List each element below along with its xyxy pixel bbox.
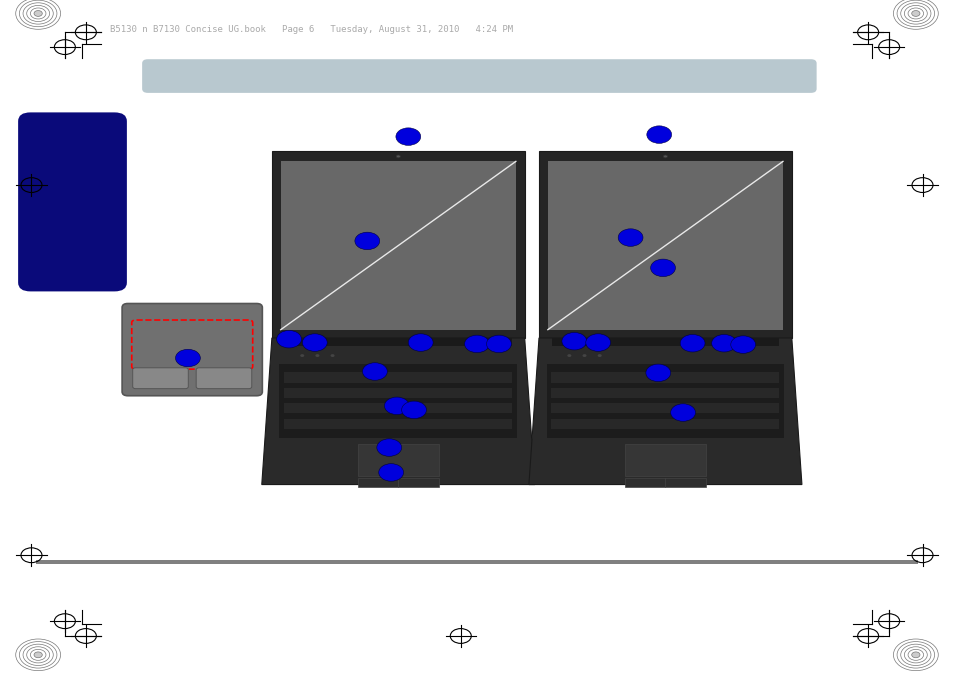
Circle shape [355,232,379,250]
Circle shape [711,334,736,352]
Circle shape [567,354,571,357]
Circle shape [670,404,695,421]
Bar [547,162,782,330]
Circle shape [34,11,42,16]
Bar [551,372,779,383]
Bar [546,364,783,437]
Bar [624,444,705,476]
Circle shape [646,126,671,143]
Circle shape [384,397,409,415]
Circle shape [395,155,400,158]
Circle shape [300,354,304,357]
Bar [36,560,917,564]
Polygon shape [272,151,524,338]
Circle shape [302,334,327,351]
Circle shape [662,155,667,158]
Circle shape [378,464,403,481]
Bar [284,403,512,413]
Circle shape [911,652,919,658]
Circle shape [395,128,420,145]
Circle shape [650,259,675,277]
Circle shape [376,439,401,456]
Circle shape [401,401,426,419]
Bar [551,388,779,398]
FancyBboxPatch shape [142,59,816,93]
Bar [551,419,779,429]
Polygon shape [538,151,791,338]
Bar [551,338,779,347]
Bar [624,478,705,487]
Circle shape [175,349,200,367]
Circle shape [486,335,511,353]
Circle shape [276,330,301,348]
Circle shape [911,11,919,16]
Polygon shape [528,338,801,485]
Circle shape [330,354,335,357]
Circle shape [582,354,586,357]
Bar [280,162,516,330]
Bar [357,478,438,487]
Circle shape [730,336,755,353]
Circle shape [34,652,42,658]
Bar [551,403,779,413]
FancyBboxPatch shape [132,367,188,389]
FancyBboxPatch shape [196,367,252,389]
Bar [279,364,517,437]
FancyBboxPatch shape [18,112,127,291]
Circle shape [645,364,670,382]
Bar [284,372,512,383]
Bar [284,388,512,398]
Circle shape [315,354,319,357]
Bar [284,338,512,347]
Bar [284,419,512,429]
Text: B5130 n B7130 Concise UG.book   Page 6   Tuesday, August 31, 2010   4:24 PM: B5130 n B7130 Concise UG.book Page 6 Tue… [110,25,513,34]
Polygon shape [261,338,535,485]
Circle shape [464,335,489,353]
Circle shape [561,332,586,350]
Circle shape [618,229,642,246]
Circle shape [585,334,610,351]
Circle shape [597,354,601,357]
Circle shape [679,334,704,352]
FancyBboxPatch shape [122,304,262,396]
Bar [357,444,438,476]
Circle shape [408,334,433,351]
Circle shape [362,363,387,380]
